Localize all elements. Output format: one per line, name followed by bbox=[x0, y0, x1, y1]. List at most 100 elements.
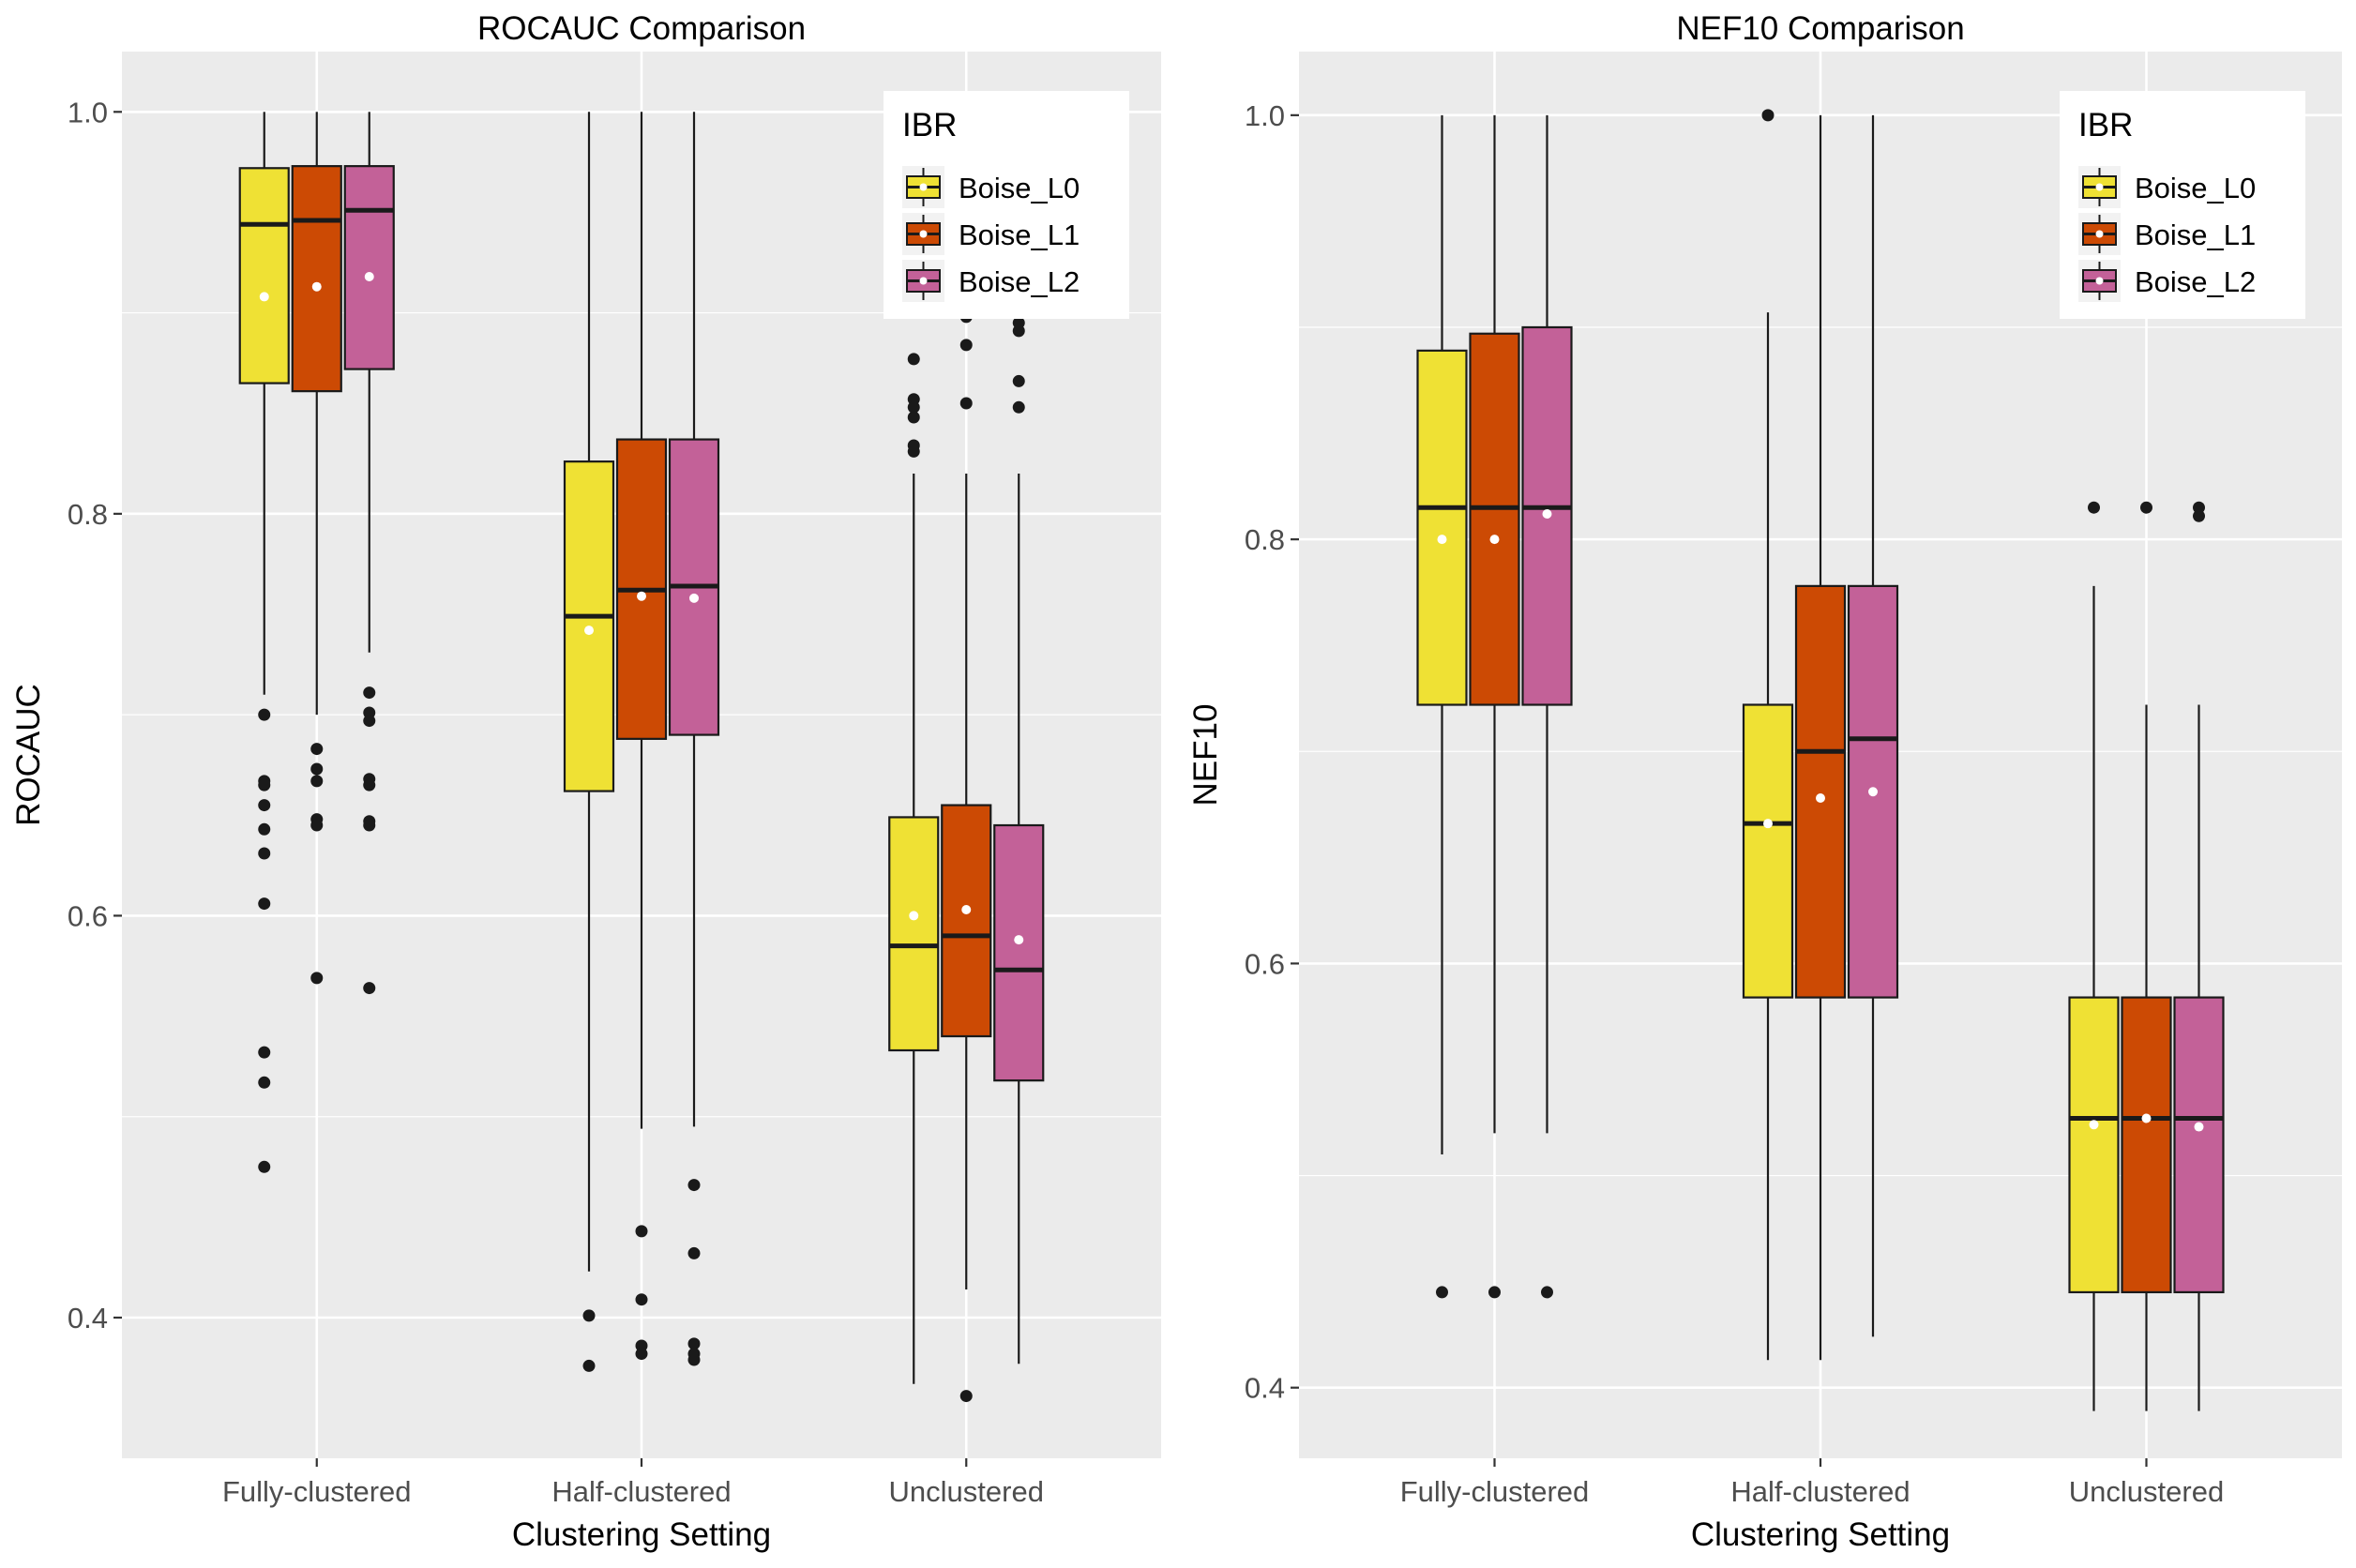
mean-point bbox=[364, 272, 374, 281]
outlier-point bbox=[310, 762, 324, 776]
y-tick-label: 1.0 bbox=[1245, 99, 1285, 132]
outlier-point bbox=[687, 1337, 701, 1350]
iqr-box bbox=[1469, 332, 1520, 706]
mean-point bbox=[1489, 535, 1500, 545]
legend-key-mean bbox=[2095, 230, 2104, 238]
legend-key-mean bbox=[919, 277, 928, 285]
outlier-point bbox=[959, 1390, 973, 1403]
mean-point bbox=[2089, 1120, 2099, 1130]
mean-point bbox=[259, 292, 269, 302]
y-tick-label: 0.8 bbox=[68, 498, 108, 531]
outlier-point bbox=[258, 1046, 271, 1059]
mean-point bbox=[1816, 793, 1825, 804]
outlier-point bbox=[2193, 509, 2205, 522]
mean-point bbox=[584, 626, 594, 636]
rocauc-panel: 0.4 0.6 0.8 1.0 Fully-clustered Half-clustere… bbox=[10, 10, 1161, 1553]
outlier-point bbox=[635, 1293, 648, 1306]
legend-key-mean bbox=[919, 183, 928, 191]
outlier-point bbox=[907, 411, 920, 424]
outlier-point bbox=[258, 1160, 271, 1173]
iqr-box bbox=[2173, 996, 2225, 1294]
iqr-box bbox=[888, 816, 940, 1052]
iqr-box bbox=[993, 823, 1045, 1082]
outlier-point bbox=[363, 819, 376, 832]
legend-item-boise_l2: Boise_L2 bbox=[2078, 260, 2256, 302]
box-boise_l2-fully-clustered bbox=[343, 112, 395, 995]
box-boise_l1-half-clustered bbox=[615, 112, 668, 1361]
x-tick-label: Unclustered bbox=[889, 1475, 1044, 1508]
y-tick-label: 0.8 bbox=[1245, 523, 1285, 556]
legend-title: IBR bbox=[902, 107, 957, 143]
iqr-box bbox=[941, 804, 992, 1038]
y-tick-label: 1.0 bbox=[68, 96, 108, 128]
legend-key-mean bbox=[2095, 183, 2104, 191]
y-tick-label: 0.6 bbox=[68, 899, 108, 932]
outlier-point bbox=[258, 799, 271, 812]
outlier-point bbox=[1012, 374, 1025, 387]
x-tick-label: Unclustered bbox=[2069, 1475, 2224, 1508]
outlier-point bbox=[363, 715, 376, 728]
outlier-point bbox=[310, 743, 324, 756]
outlier-point bbox=[582, 1309, 596, 1322]
x-tick-label: Fully-clustered bbox=[1400, 1475, 1590, 1508]
outlier-point bbox=[2193, 501, 2205, 514]
iqr-box bbox=[2068, 996, 2120, 1294]
outlier-point bbox=[959, 397, 973, 410]
iqr-box bbox=[291, 165, 342, 393]
legend-item-boise_l1: Boise_L1 bbox=[902, 213, 1080, 255]
mean-point bbox=[961, 905, 972, 914]
outlier-point bbox=[687, 1246, 701, 1259]
outlier-point bbox=[635, 1225, 648, 1238]
x-axis-title: Clustering Setting bbox=[512, 1516, 771, 1553]
legend-label: Boise_L1 bbox=[2135, 219, 2256, 251]
box-boise_l1-unclustered bbox=[941, 310, 992, 1403]
outlier-point bbox=[258, 1076, 271, 1089]
outlier-point bbox=[363, 778, 376, 792]
y-tick-label: 0.4 bbox=[68, 1302, 108, 1334]
box-boise_l1-unclustered bbox=[2121, 501, 2172, 1411]
mean-point bbox=[689, 593, 699, 603]
mean-point bbox=[1868, 787, 1878, 797]
box-boise_l1-half-clustered bbox=[1794, 114, 1847, 1361]
box-boise_l0-unclustered bbox=[2068, 501, 2120, 1411]
mean-point bbox=[311, 281, 322, 292]
outlier-point bbox=[258, 822, 271, 836]
outlier-point bbox=[1012, 324, 1025, 338]
legend-label: Boise_L2 bbox=[959, 265, 1080, 298]
y-axis-title: ROCAUC bbox=[10, 684, 47, 826]
y-tick-label: 0.4 bbox=[1245, 1372, 1285, 1405]
outlier-point bbox=[363, 686, 376, 700]
box-boise_l2-half-clustered bbox=[668, 112, 720, 1366]
box-boise_l2-unclustered bbox=[993, 294, 1045, 1364]
mean-point bbox=[1763, 819, 1773, 829]
outlier-point bbox=[310, 819, 324, 832]
mean-point bbox=[637, 591, 646, 601]
iqr-box bbox=[1416, 349, 1468, 706]
outlier-point bbox=[687, 1179, 701, 1192]
legend-item-boise_l2: Boise_L2 bbox=[902, 260, 1080, 302]
outlier-point bbox=[1436, 1286, 1448, 1299]
box-boise_l2-half-clustered bbox=[1847, 114, 1899, 1337]
outlier-point bbox=[310, 775, 324, 788]
y-tick-label: 0.6 bbox=[1245, 947, 1285, 980]
x-tick-label: Fully-clustered bbox=[222, 1475, 412, 1508]
mean-point bbox=[1437, 535, 1447, 545]
outlier-point bbox=[635, 1348, 648, 1361]
legend-item-boise_l0: Boise_L0 bbox=[2078, 166, 2256, 208]
box-boise_l2-unclustered bbox=[2173, 501, 2225, 1411]
legend-item-boise_l0: Boise_L0 bbox=[902, 166, 1080, 208]
outlier-point bbox=[258, 847, 271, 860]
legend-label: Boise_L0 bbox=[2135, 172, 2256, 204]
mean-point bbox=[2141, 1113, 2152, 1123]
outlier-point bbox=[2088, 501, 2100, 514]
legend-label: Boise_L2 bbox=[2135, 265, 2256, 298]
box-boise_l0-fully-clustered bbox=[238, 112, 290, 1173]
box-boise_l0-fully-clustered bbox=[1416, 114, 1468, 1299]
outlier-point bbox=[582, 1359, 596, 1372]
x-tick-label: Half-clustered bbox=[551, 1475, 731, 1508]
outlier-point bbox=[258, 778, 271, 792]
mean-point bbox=[909, 911, 919, 921]
box-boise_l0-half-clustered bbox=[1742, 109, 1794, 1361]
y-axis-title: NEF10 bbox=[1187, 704, 1224, 807]
